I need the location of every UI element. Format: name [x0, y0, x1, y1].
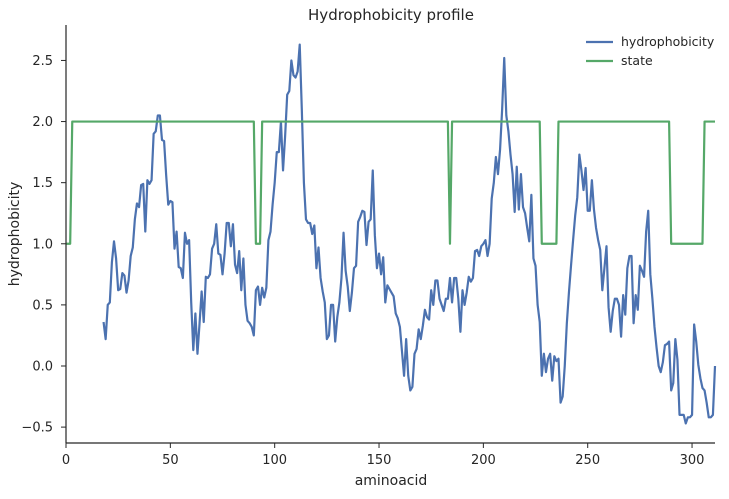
y-tick-label: 2.5 — [32, 54, 53, 69]
y-ticks: −0.5 0.0 0.5 1.0 1.5 2.0 2.5 — [21, 54, 66, 436]
y-axis-label: hydrophobicity — [7, 182, 23, 287]
x-axis-label: aminoacid — [355, 473, 428, 489]
y-tick-label: 1.0 — [32, 237, 53, 252]
y-tick-label: −0.5 — [21, 421, 53, 436]
y-tick-label: 2.0 — [32, 115, 53, 130]
chart-title: Hydrophobicity profile — [308, 6, 474, 24]
x-ticks: 0 50 100 150 200 250 300 — [62, 443, 705, 468]
series-line-state — [66, 120, 715, 245]
y-tick-label: 1.5 — [32, 176, 53, 191]
y-tick-label: 0.0 — [32, 360, 53, 375]
plot-area — [66, 43, 717, 425]
legend: hydrophobicity state — [586, 34, 715, 68]
legend-label-state: state — [621, 53, 653, 68]
x-tick-label: 300 — [680, 453, 705, 468]
x-tick-label: 0 — [62, 453, 70, 468]
x-tick-label: 100 — [262, 453, 287, 468]
y-tick-label: 0.5 — [32, 298, 53, 313]
x-tick-label: 150 — [367, 453, 392, 468]
series-line-hydrophobicity — [102, 43, 717, 425]
legend-label-hydrophobicity: hydrophobicity — [621, 34, 715, 49]
x-tick-label: 50 — [162, 453, 179, 468]
x-tick-label: 250 — [575, 453, 600, 468]
x-tick-label: 200 — [471, 453, 496, 468]
